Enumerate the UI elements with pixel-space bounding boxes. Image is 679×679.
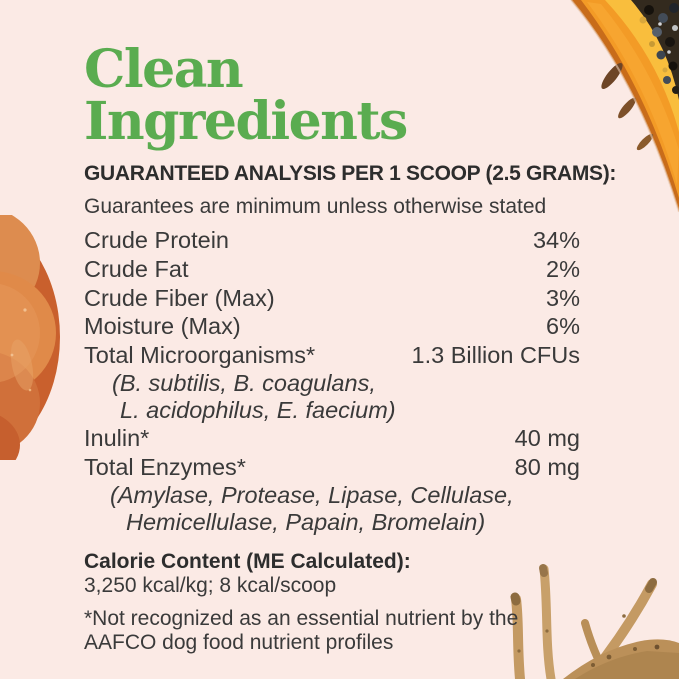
- aafco-footnote: *Not recognized as an essential nutrient…: [84, 607, 580, 655]
- calorie-content-heading: Calorie Content (ME Calculated):: [84, 549, 411, 573]
- nutrient-value: 1.3 Billion CFUs: [411, 342, 580, 369]
- table-row-total-microorganisms: Total Microorganisms* 1.3 Billion CFUs: [84, 341, 580, 370]
- calorie-content-value: 3,250 kcal/kg; 8 kcal/scoop: [84, 573, 337, 597]
- microorganism-species-line: (B. subtilis, B. coagulans,: [112, 369, 376, 396]
- nutrient-value: 6%: [546, 313, 580, 340]
- nutrient-label: Crude Fat: [84, 255, 189, 282]
- nutrient-label: Total Microorganisms*: [84, 342, 316, 369]
- enzyme-species-line: (Amylase, Protease, Lipase, Cellulase,: [110, 481, 514, 508]
- analysis-table: Crude Protein 34% Crude Fat 2% Crude Fib…: [84, 226, 580, 536]
- label-content: Clean Ingredients GUARANTEED ANALYSIS PE…: [84, 39, 617, 655]
- nutrient-value: 34%: [532, 227, 580, 253]
- nutrient-value: 2%: [546, 255, 580, 282]
- guaranteed-analysis-subheading: Guarantees are minimum unless otherwise …: [84, 195, 547, 218]
- guaranteed-analysis-heading: GUARANTEED ANALYSIS PER 1 SCOOP (2.5 GRA…: [84, 162, 617, 185]
- nutrient-value: 80 mg: [514, 453, 580, 480]
- footnote-line: *Not recognized as an essential nutrient…: [84, 606, 519, 630]
- table-row-crude-fiber: Crude Fiber (Max) 3%: [84, 284, 580, 313]
- enzyme-species-line: Hemicellulase, Papain, Bromelain): [126, 508, 486, 535]
- table-row-total-enzymes: Total Enzymes* 80 mg: [84, 453, 580, 482]
- nutrient-label: Total Enzymes*: [84, 453, 246, 480]
- nutrient-value: 3%: [546, 284, 580, 311]
- table-row-inulin: Inulin* 40 mg: [84, 424, 580, 453]
- nutrient-value: 40 mg: [514, 424, 580, 451]
- nutrient-label: Moisture (Max): [84, 313, 241, 340]
- microorganism-species-line: L. acidophilus, E. faecium): [120, 396, 396, 423]
- nutrient-label: Inulin*: [84, 424, 150, 451]
- table-row-crude-fat: Crude Fat 2%: [84, 255, 580, 284]
- nutrient-label: Crude Fiber (Max): [84, 284, 275, 311]
- pumpkin-image: [0, 215, 60, 460]
- nutrient-label: Crude Protein: [84, 227, 229, 253]
- page-title: Clean Ingredients: [84, 39, 408, 152]
- table-row-moisture: Moisture (Max) 6%: [84, 312, 580, 341]
- footnote-line: AAFCO dog food nutrient profiles: [84, 630, 394, 654]
- table-row-crude-protein: Crude Protein 34%: [84, 226, 580, 255]
